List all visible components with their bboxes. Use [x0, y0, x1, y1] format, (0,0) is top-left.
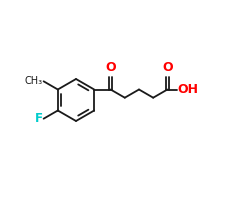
Text: OH: OH — [178, 83, 199, 96]
Text: CH₃: CH₃ — [24, 76, 43, 86]
Text: O: O — [162, 61, 173, 74]
Text: F: F — [35, 112, 43, 125]
Text: O: O — [105, 61, 116, 74]
